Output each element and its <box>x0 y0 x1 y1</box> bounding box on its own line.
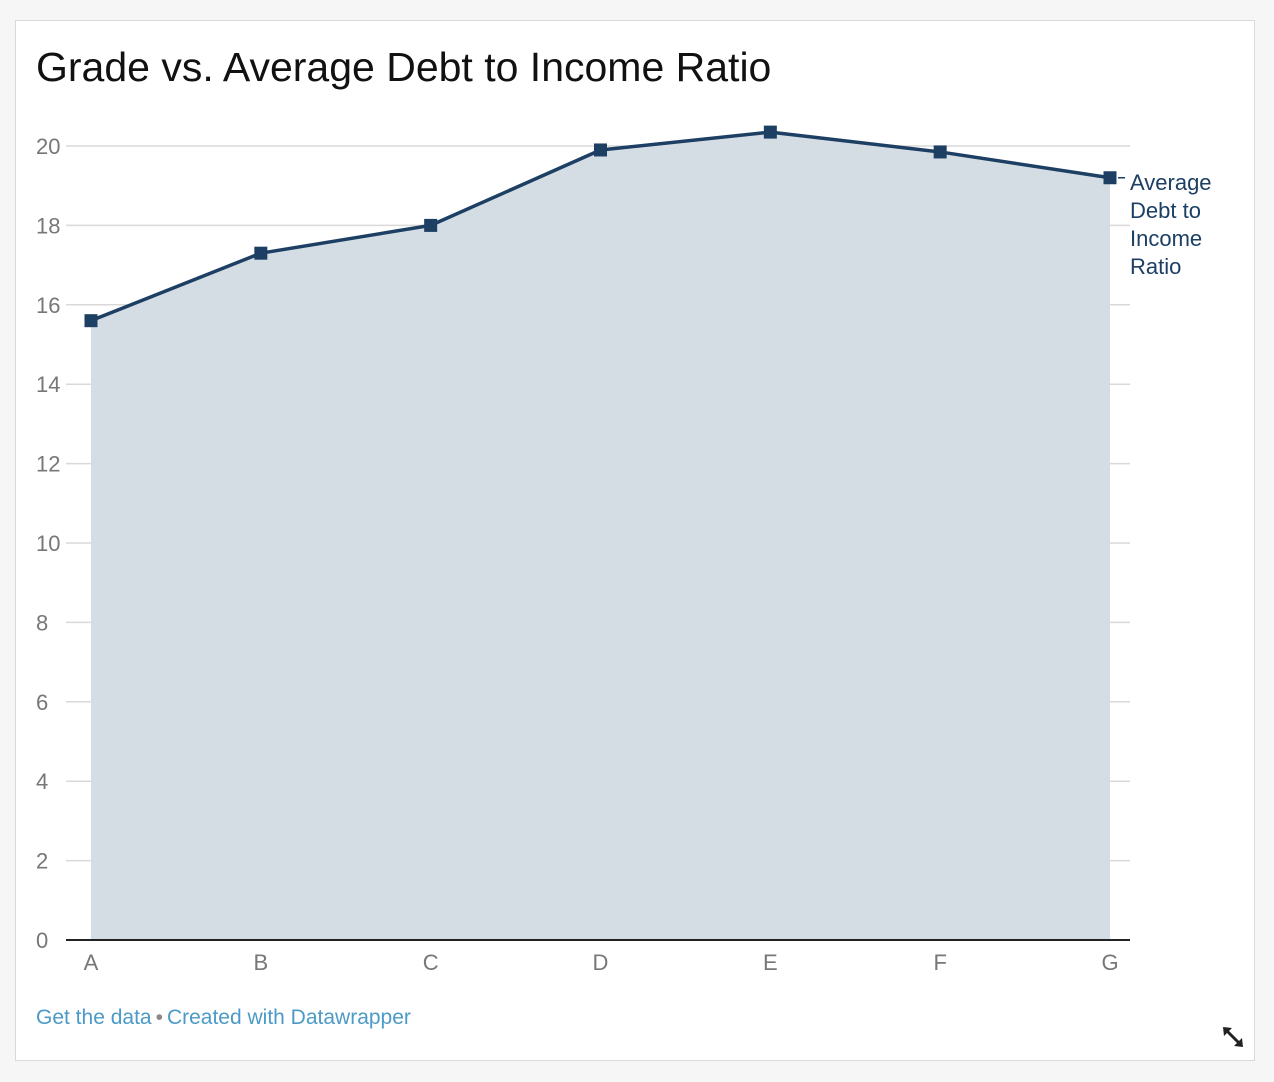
resize-diagonal-icon[interactable] <box>1220 1024 1246 1050</box>
series-label-line: Ratio <box>1130 254 1181 279</box>
get-the-data-link[interactable]: Get the data <box>36 1006 152 1029</box>
y-tick-label: 20 <box>36 134 60 159</box>
chart-footer: Get the data • Created with Datawrapper <box>36 1004 411 1032</box>
y-tick-label: 2 <box>36 849 48 874</box>
area-fill <box>91 132 1110 941</box>
chart-title: Grade vs. Average Debt to Income Ratio <box>36 44 772 90</box>
created-with-datawrapper-link[interactable]: Created with Datawrapper <box>166 1006 411 1029</box>
series-label-line: Debt to <box>1130 198 1201 223</box>
y-tick-label: 16 <box>36 293 60 318</box>
x-tick-label: A <box>84 950 99 975</box>
y-tick-label: 0 <box>36 928 48 953</box>
data-point-E <box>763 125 777 139</box>
data-point-D <box>594 143 607 157</box>
x-tick-label: B <box>253 950 268 975</box>
series-label: Average Debt to Income Ratio <box>1118 170 1212 279</box>
y-tick-label: 6 <box>36 690 48 715</box>
series-markers <box>84 125 1117 328</box>
y-tick-label: 14 <box>36 372 60 397</box>
series-label: Average Debt to Income Ratio <box>1130 170 1212 279</box>
data-point-A <box>84 314 98 328</box>
series-label-line: Income <box>1130 226 1202 251</box>
y-tick-label: 8 <box>36 610 48 635</box>
data-point-F <box>933 145 947 159</box>
series-label-line: Average <box>1130 170 1212 195</box>
x-tick-label: G <box>1101 950 1118 975</box>
x-tick-label: D <box>593 950 609 975</box>
data-point-G <box>1103 171 1117 185</box>
footer-separator: • <box>155 1006 163 1029</box>
y-tick-label: 18 <box>36 213 60 238</box>
y-tick-label: 12 <box>36 452 60 477</box>
y-tick-label: 10 <box>36 531 60 556</box>
data-point-C <box>424 218 438 232</box>
x-tick-label: E <box>763 950 778 975</box>
y-axis-tick-labels: 0 2 4 6 8 10 12 14 16 18 20 <box>36 134 60 953</box>
x-tick-label: F <box>933 950 946 975</box>
area-fill-path <box>91 132 1110 941</box>
y-tick-label: 4 <box>36 769 48 794</box>
x-tick-label: C <box>423 950 439 975</box>
data-point-B <box>254 246 268 260</box>
x-axis-tick-labels: A B C D E F G <box>84 950 1119 975</box>
